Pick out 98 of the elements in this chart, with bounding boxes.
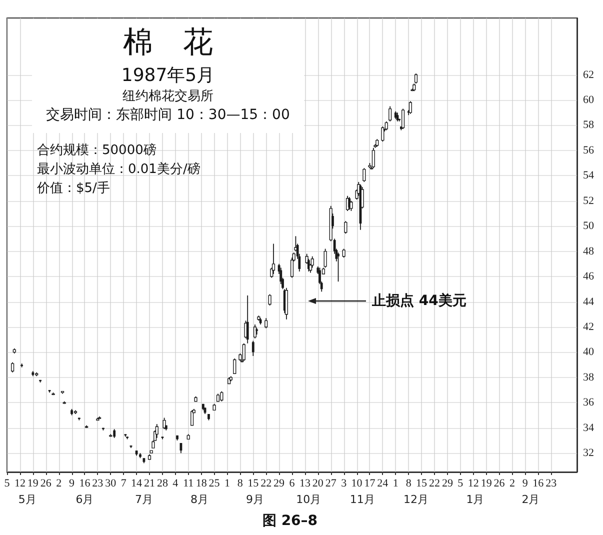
x2-tick-label: 2月: [522, 493, 540, 506]
x-tick-label: 27: [325, 478, 337, 490]
text: 1987年5月: [121, 64, 215, 87]
candlestick: [272, 243, 276, 274]
x-tick-label: 28: [156, 478, 168, 490]
x-tick-label: 9: [69, 478, 76, 490]
candlestick: [362, 168, 366, 182]
y-tick-label: 46: [583, 270, 594, 283]
y-tick-label: 50: [583, 220, 594, 232]
x-tick-label: 5: [458, 478, 464, 490]
candlestick: [350, 200, 353, 212]
x-tick-label: 15: [248, 478, 260, 490]
x-tick-label: 13: [299, 478, 311, 490]
y-tick-label: 52: [583, 194, 594, 207]
x-tick-label: 2: [509, 478, 515, 490]
candlestick: [220, 390, 224, 402]
x-tick-label: 7: [120, 478, 127, 490]
x-tick-label: 15: [416, 478, 428, 490]
y-tick-label: 58: [583, 119, 594, 132]
x-tick-label: 20: [312, 478, 324, 490]
annotation: 价值：$5/手: [37, 180, 110, 197]
x2-tick-label: 7月: [134, 493, 153, 506]
candlestick: [344, 220, 348, 234]
x-tick-label: 9: [522, 478, 528, 490]
candlestick: [264, 318, 268, 329]
y-tick-label: 54: [583, 170, 594, 182]
y-tick-label: 62: [583, 68, 594, 81]
x-tick-label: 16: [532, 478, 544, 490]
x-tick-label: 12: [14, 478, 26, 490]
x2-tick-label: 11月: [350, 493, 375, 506]
x-tick-label: 29: [442, 478, 454, 490]
annotation: 交易时间：东部时间 10：30—15：00: [46, 106, 290, 124]
candlestick: [284, 287, 288, 320]
x2-tick-label: 6月: [76, 493, 94, 506]
x-tick-label: 11: [183, 478, 194, 490]
x-tick-label: 24: [377, 478, 389, 490]
x-tick-label: 18: [196, 478, 208, 490]
candlestick: [11, 362, 14, 373]
y-tick-label: 32: [583, 447, 594, 460]
x-tick-label: 8: [406, 478, 412, 490]
y-tick-label: 56: [583, 144, 594, 156]
x2-tick-label: 12月: [403, 493, 428, 506]
candlestick: [408, 100, 412, 114]
y-tick-label: 48: [583, 245, 594, 258]
x2-tick-label: 8月: [190, 493, 208, 506]
x-tick-label: 19: [27, 478, 39, 490]
candlestick: [242, 342, 246, 362]
y-tick-label: 42: [583, 320, 594, 333]
x2-tick-label: 1月: [466, 493, 484, 506]
x-tick-label: 22: [260, 478, 272, 490]
x-tick-label: 23: [546, 478, 558, 490]
y-tick-label: 60: [583, 94, 594, 106]
y-tick-label: 38: [583, 371, 594, 384]
x-tick-label: 4: [172, 478, 179, 490]
x-tick-label: 1: [224, 478, 230, 490]
x-tick-label: 22: [429, 478, 440, 490]
x2-tick-label: 5月: [18, 493, 36, 506]
x-tick-label: 26: [40, 478, 52, 490]
x-tick-label: 26: [494, 478, 506, 490]
candlestick: [280, 267, 282, 285]
x-tick-label: 17: [364, 478, 376, 490]
annotation: 纽约棉花交易所: [122, 88, 214, 105]
x-tick-label: 10: [351, 478, 363, 490]
chart-title: 棉 花: [123, 24, 213, 62]
candlestick: [246, 294, 249, 344]
candlestick: [388, 106, 392, 122]
candlestick: [414, 73, 418, 84]
x-tick-label: 6: [289, 478, 296, 490]
annotation: 止损点 44美元: [372, 292, 466, 310]
x-tick-label: 25: [208, 478, 220, 490]
candlestick: [310, 256, 314, 268]
x2-tick-label: 9月: [246, 493, 264, 506]
x-tick-label: 3: [341, 478, 348, 490]
y-tick-label: 44: [583, 296, 594, 308]
x-tick-label: 12: [468, 478, 479, 490]
x-tick-label: 14: [131, 478, 143, 490]
x-tick-label: 21: [144, 478, 155, 490]
candlestick: [268, 294, 272, 306]
y-tick-label: 34: [583, 422, 594, 434]
x-tick-label: 19: [480, 478, 492, 490]
x-tick-label: 5: [4, 478, 10, 490]
annotation: 最小波动单位：0.01美分/磅: [37, 161, 200, 178]
candlestick: [233, 358, 236, 374]
y-tick-label: 40: [583, 346, 594, 358]
candlestick: [155, 424, 158, 438]
x2-tick-label: 10月: [296, 493, 322, 506]
candlestick: [252, 340, 254, 356]
caption: 图 26–8: [262, 512, 318, 530]
y-tick-label: 36: [583, 396, 594, 409]
x-tick-label: 30: [105, 478, 117, 490]
candlestick: [337, 252, 340, 282]
x-tick-label: 2: [56, 478, 62, 490]
x-tick-label: 16: [79, 478, 91, 490]
x-tick-label: 29: [274, 478, 286, 490]
x-tick-label: 1: [392, 478, 398, 490]
annotation: 合约规模：50000磅: [37, 142, 156, 159]
x-tick-label: 23: [92, 478, 104, 490]
x-tick-label: 8: [237, 478, 244, 490]
